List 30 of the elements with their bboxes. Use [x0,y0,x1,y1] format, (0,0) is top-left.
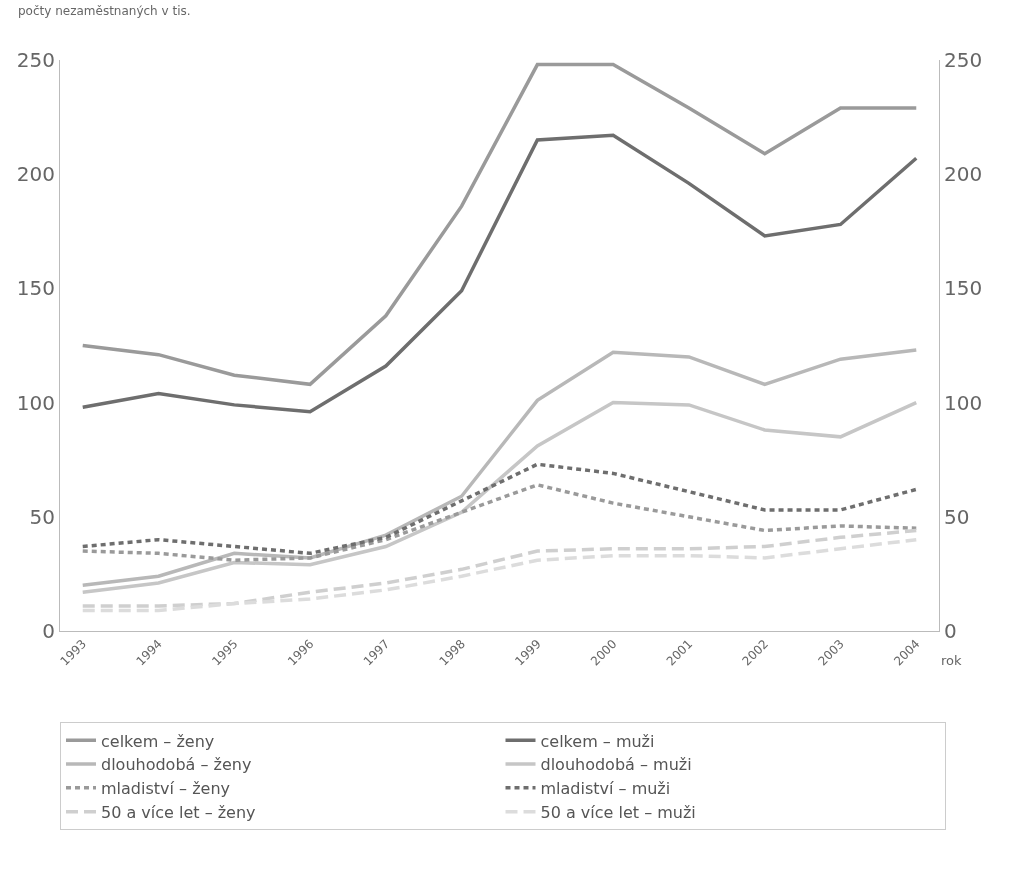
x-axis-title: rok [941,653,963,668]
legend-label: mladiství – muži [540,779,671,799]
y2-tick-label: 150 [944,276,983,301]
y-tick-label: 100 [16,390,55,415]
line-series [80,462,919,556]
y-tick-label: 250 [16,48,55,72]
legend-label: mladiství – ženy [101,779,230,799]
y-tick-label: 200 [16,162,55,187]
y-tick-label: 50 [29,504,55,529]
line-series [80,537,919,613]
legend-label: dlouhodobá – ženy [101,755,252,775]
line-series [80,348,919,588]
legend-label: 50 a více let – muži [540,802,696,822]
line-series [80,62,919,387]
y2-tick-label: 50 [944,504,970,529]
y2-tick-label: 100 [944,390,983,415]
legend-label: 50 a více let – ženy [101,802,256,822]
legend-label: celkem – ženy [101,731,215,751]
line-series [80,528,919,608]
legend-label: celkem – muži [540,731,655,751]
line-series [80,483,919,562]
legend-label: dlouhodobá – muži [540,755,692,775]
y-tick-label: 0 [42,619,55,643]
y2-tick-label: 200 [944,162,983,187]
y2-tick-label: 0 [944,619,957,643]
line-series [80,400,919,594]
y-axis-title: počty nezaměstnaných v tis. [18,4,191,18]
y-tick-label: 150 [16,276,55,301]
line-series [80,133,919,414]
y2-tick-label: 250 [944,48,983,72]
